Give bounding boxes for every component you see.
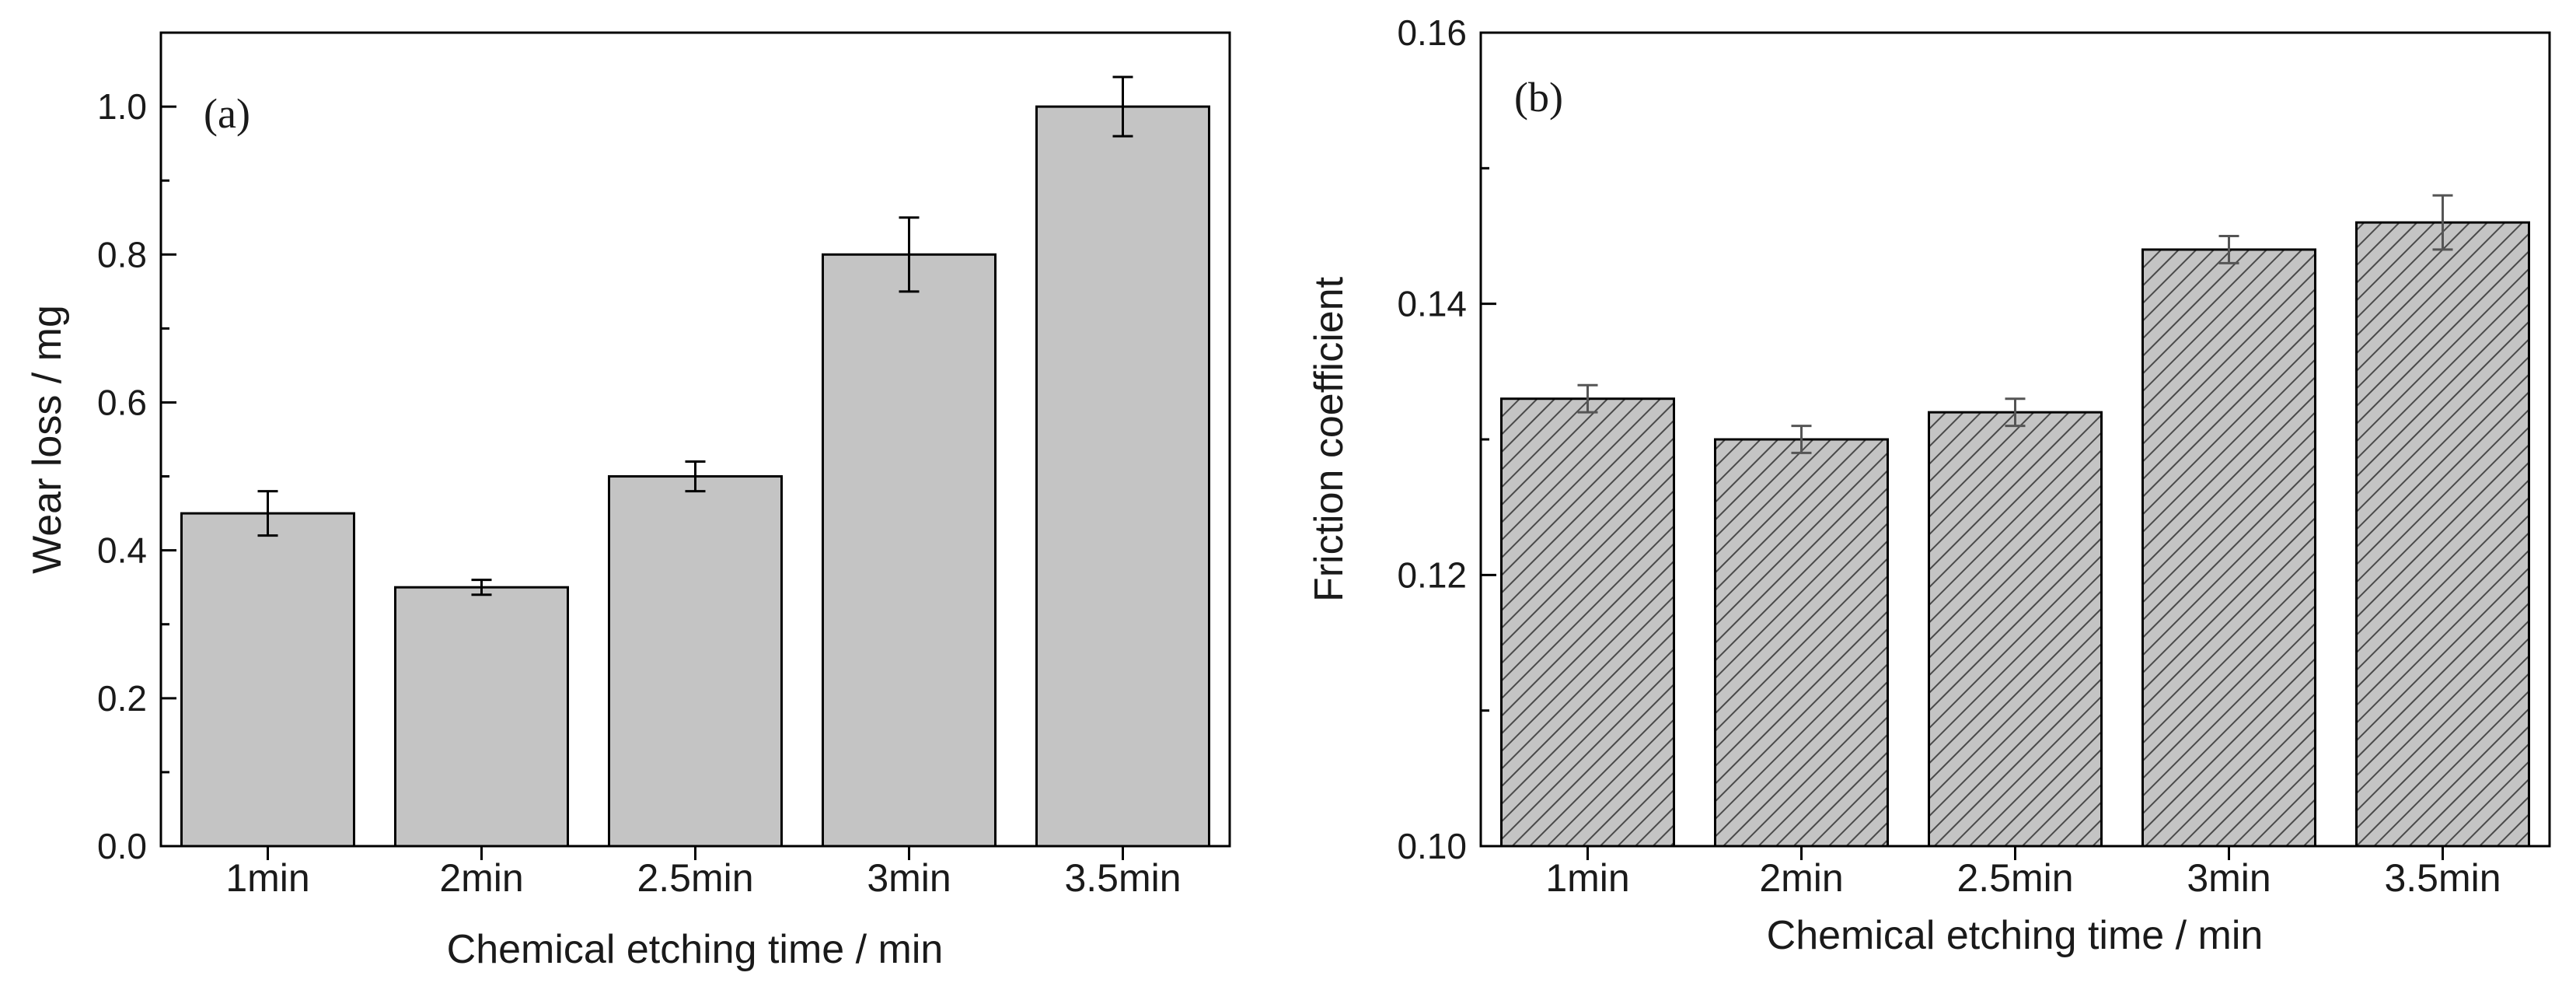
category-label: 3.5min xyxy=(2384,856,2501,900)
panel-a-wear-loss: 0.0 0.2 0.4 0.6 0.8 1.0 1min 2min 2.5min 3min 3.5… xyxy=(25,31,1231,972)
y-tick-label: 0.12 xyxy=(1397,554,1467,595)
panel-label-b: (b) xyxy=(1514,74,1563,121)
category-label: 2.5min xyxy=(637,856,753,900)
y-tick-labels: 0.10 0.12 0.14 0.16 xyxy=(1397,12,2444,866)
y-axis-title: Friction coefficient xyxy=(1307,276,1352,602)
x-axis-title: Chemical etching time / min xyxy=(1767,913,2264,958)
bars xyxy=(180,75,1210,848)
y-tick-label: 0.8 xyxy=(97,234,147,275)
bars xyxy=(1500,194,2530,848)
bar-2.5min xyxy=(608,475,783,848)
y-tick-label: 0.10 xyxy=(1397,826,1467,866)
bar-1min xyxy=(180,512,355,848)
bar-2min xyxy=(1714,438,1889,848)
y-tick-label: 0.2 xyxy=(97,678,147,719)
y-tick-labels: 0.0 0.2 0.4 0.6 0.8 1.0 xyxy=(97,31,1124,866)
panel-label-a: (a) xyxy=(204,90,250,137)
y-axis-title: Wear loss / mg xyxy=(25,305,70,574)
category-labels: 1min 2min 2.5min 3min 3.5min xyxy=(225,856,1181,900)
category-label: 3min xyxy=(867,856,951,900)
category-label: 1min xyxy=(1545,856,1629,900)
category-label: 3.5min xyxy=(1064,856,1181,900)
bar-2min xyxy=(394,586,569,848)
bar-3.5min xyxy=(1035,105,1210,848)
category-labels: 1min 2min 2.5min 3min 3.5min xyxy=(1545,856,2501,900)
x-axis-title: Chemical etching time / min xyxy=(447,927,944,972)
y-tick-label: 1.0 xyxy=(97,86,147,127)
category-label: 1min xyxy=(225,856,309,900)
category-label: 2.5min xyxy=(1956,856,2073,900)
category-label: 3min xyxy=(2187,856,2271,900)
bar-1min xyxy=(1500,397,1675,848)
panel-b-friction-coefficient: 0.10 0.12 0.14 0.16 1min 2min 2.5min 3min 3.5mi… xyxy=(1307,12,2551,958)
bar-3min xyxy=(822,253,997,848)
bar-3min xyxy=(2141,248,2316,848)
y-tick-label: 0.16 xyxy=(1397,12,1467,53)
y-tick-label: 0.14 xyxy=(1397,284,1467,324)
bar-3.5min xyxy=(2355,221,2530,848)
y-tick-label: 0.6 xyxy=(97,382,147,422)
category-label: 2min xyxy=(1759,856,1843,900)
y-tick-label: 0.4 xyxy=(97,530,147,571)
y-tick-label: 0.0 xyxy=(97,826,147,866)
category-label: 2min xyxy=(439,856,523,900)
bar-2.5min xyxy=(1928,411,2103,848)
